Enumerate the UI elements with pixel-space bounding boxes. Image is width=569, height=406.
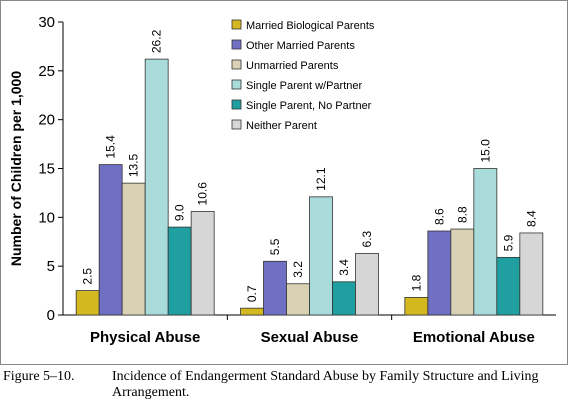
data-label: 2.5: [81, 268, 95, 285]
bar-chart: 0 5 10 15 20 25 30 Number of Children per 1,000…: [0, 0, 568, 365]
data-label: 8.6: [432, 208, 446, 225]
data-label: 9.0: [173, 204, 187, 221]
legend-entry-married-biological-parents: Married Biological Parents: [246, 20, 375, 32]
legend-swatch-single-parent-no-partner: [231, 99, 242, 110]
y-tick-label: 10: [38, 209, 55, 226]
legend-swatch-single-parent-w-partner: [231, 79, 242, 90]
chart-frame: 0 5 10 15 20 25 30 Number of Children per 1,000…: [0, 0, 568, 365]
y-tick-label: 0: [47, 307, 55, 324]
bar-single-parent-w-partner-emotional-abuse: [473, 168, 498, 316]
data-label: 13.5: [127, 153, 141, 177]
data-label: 15.0: [478, 139, 492, 163]
bar-single-parent-no-partner-sexual-abuse: [332, 281, 356, 316]
data-label: 1.8: [409, 274, 423, 291]
x-category-label: Sexual Abuse: [261, 329, 359, 346]
data-label: 15.4: [104, 135, 118, 159]
legend-swatch-other-married-parents: [231, 39, 242, 50]
y-tick-label: 30: [38, 14, 55, 31]
figure-caption-text: Incidence of Endangerment Standard Abuse…: [112, 369, 539, 400]
y-tick-label: 25: [38, 63, 55, 80]
bar-other-married-parents-sexual-abuse: [263, 260, 287, 316]
data-label: 6.3: [360, 230, 374, 247]
legend-entry-single-parent-no-partner: Single Parent, No Partner: [246, 100, 372, 112]
legend-swatch-married-biological-parents: [231, 19, 242, 30]
data-label: 26.2: [150, 29, 164, 53]
data-label: 0.7: [245, 285, 259, 302]
data-label: 5.5: [268, 238, 282, 255]
legend-swatch-neither-parent: [231, 119, 242, 130]
bar-unmarried-parents-sexual-abuse: [286, 283, 310, 316]
bar-single-parent-no-partner-emotional-abuse: [496, 256, 521, 316]
bar-married-biological-parents-emotional-abuse: [404, 297, 429, 316]
legend-entry-single-parent-w-partner: Single Parent w/Partner: [246, 80, 363, 92]
bar-single-parent-w-partner-physical-abuse: [144, 58, 169, 316]
data-label: 3.4: [337, 259, 351, 276]
y-tick-label: 15: [38, 161, 55, 178]
bar-married-biological-parents-physical-abuse: [75, 290, 100, 316]
bar-other-married-parents-physical-abuse: [98, 164, 123, 316]
bar-neither-parent-emotional-abuse: [519, 232, 544, 316]
legend-swatch-unmarried-parents: [231, 59, 242, 70]
bar-other-married-parents-emotional-abuse: [427, 230, 452, 316]
bar-married-biological-parents-sexual-abuse: [240, 307, 264, 316]
y-axis-title: Number of Children per 1,000: [8, 71, 24, 266]
bar-single-parent-no-partner-physical-abuse: [167, 226, 192, 316]
legend-entry-unmarried-parents: Unmarried Parents: [246, 60, 339, 72]
bar-neither-parent-sexual-abuse: [355, 253, 379, 316]
x-category-label: Physical Abuse: [90, 329, 200, 346]
bar-single-parent-w-partner-sexual-abuse: [309, 196, 333, 316]
legend-entry-other-married-parents: Other Married Parents: [246, 40, 355, 52]
figure-number: Figure 5–10.: [3, 369, 75, 384]
bar-unmarried-parents-physical-abuse: [121, 182, 146, 316]
data-label: 8.4: [524, 210, 538, 227]
data-label: 5.9: [501, 234, 515, 251]
data-label: 10.6: [196, 182, 210, 206]
bar-neither-parent-physical-abuse: [190, 211, 215, 316]
chart-border: [0, 0, 568, 365]
x-category-label: Emotional Abuse: [413, 329, 535, 346]
bar-unmarried-parents-emotional-abuse: [450, 228, 475, 316]
data-label: 12.1: [314, 167, 328, 191]
data-label: 8.8: [455, 206, 469, 223]
legend-entry-neither-parent: Neither Parent: [246, 120, 317, 132]
data-label: 3.2: [291, 261, 305, 278]
y-tick-label: 20: [38, 112, 55, 129]
y-tick-label: 5: [47, 258, 55, 275]
